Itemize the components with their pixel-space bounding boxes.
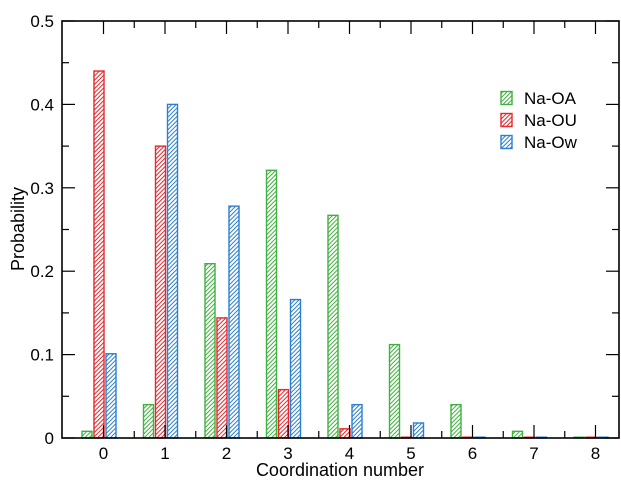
y-tick-label: 0.2 [30, 262, 54, 281]
bar-na-ow-0 [105, 353, 117, 439]
legend-swatch-na-oa [500, 90, 513, 106]
x-tick-label: 3 [283, 444, 292, 463]
bar-na-oa-3 [265, 169, 278, 439]
x-axis-title: Coordination number [256, 460, 424, 480]
x-tick-label: 4 [345, 444, 354, 463]
bar-na-ow-2 [228, 205, 240, 439]
x-tick-label: 1 [160, 444, 169, 463]
x-tick-label: 6 [468, 444, 477, 463]
bar-na-oa-6 [450, 403, 462, 439]
bar-na-ou-1 [154, 145, 167, 439]
y-tick-label: 0 [45, 429, 54, 448]
bar-na-oa-7 [511, 430, 524, 439]
legend-swatch-na-ou [500, 112, 513, 128]
y-axis-title: Probability [8, 187, 28, 271]
bar-na-oa-4 [327, 214, 339, 439]
x-tick-label: 2 [222, 444, 231, 463]
bar-na-oa-0 [81, 430, 93, 439]
bar-na-ou-2 [216, 317, 228, 439]
legend-label-na-ow: Na-Ow [524, 133, 578, 152]
bar-na-ou-4 [339, 428, 351, 439]
y-tick-label: 0.3 [30, 179, 54, 198]
x-tick-label: 8 [591, 444, 600, 463]
bars-layer [81, 70, 609, 439]
bar-na-ou-0 [93, 70, 105, 439]
legend-label-na-oa: Na-OA [524, 89, 577, 108]
y-tick-label: 0.1 [30, 346, 54, 365]
x-tick-label: 7 [529, 444, 538, 463]
x-tick-label: 5 [406, 444, 415, 463]
bar-na-ow-4 [351, 403, 363, 439]
bar-na-ow-1 [166, 103, 179, 439]
legend: Na-OA Na-OU Na-Ow [500, 89, 578, 152]
axis-ticks [62, 20, 619, 439]
legend-swatch-na-ow [500, 134, 513, 150]
bar-na-oa-1 [142, 403, 155, 439]
y-tick-label: 0.4 [30, 95, 54, 114]
bar-na-ow-5 [412, 422, 425, 439]
plot-frame [61, 20, 620, 439]
x-tick-label: 0 [99, 444, 108, 463]
tick-labels: 0 1 2 3 4 5 6 7 8 0 0.1 0.2 0.3 0.4 0.5 [30, 12, 600, 463]
y-tick-label: 0.5 [30, 12, 54, 31]
bar-na-ow-3 [289, 298, 302, 439]
bar-na-oa-2 [204, 262, 216, 439]
bar-na-ou-3 [277, 388, 290, 439]
legend-label-na-ou: Na-OU [524, 111, 577, 130]
bar-na-oa-5 [388, 343, 401, 439]
